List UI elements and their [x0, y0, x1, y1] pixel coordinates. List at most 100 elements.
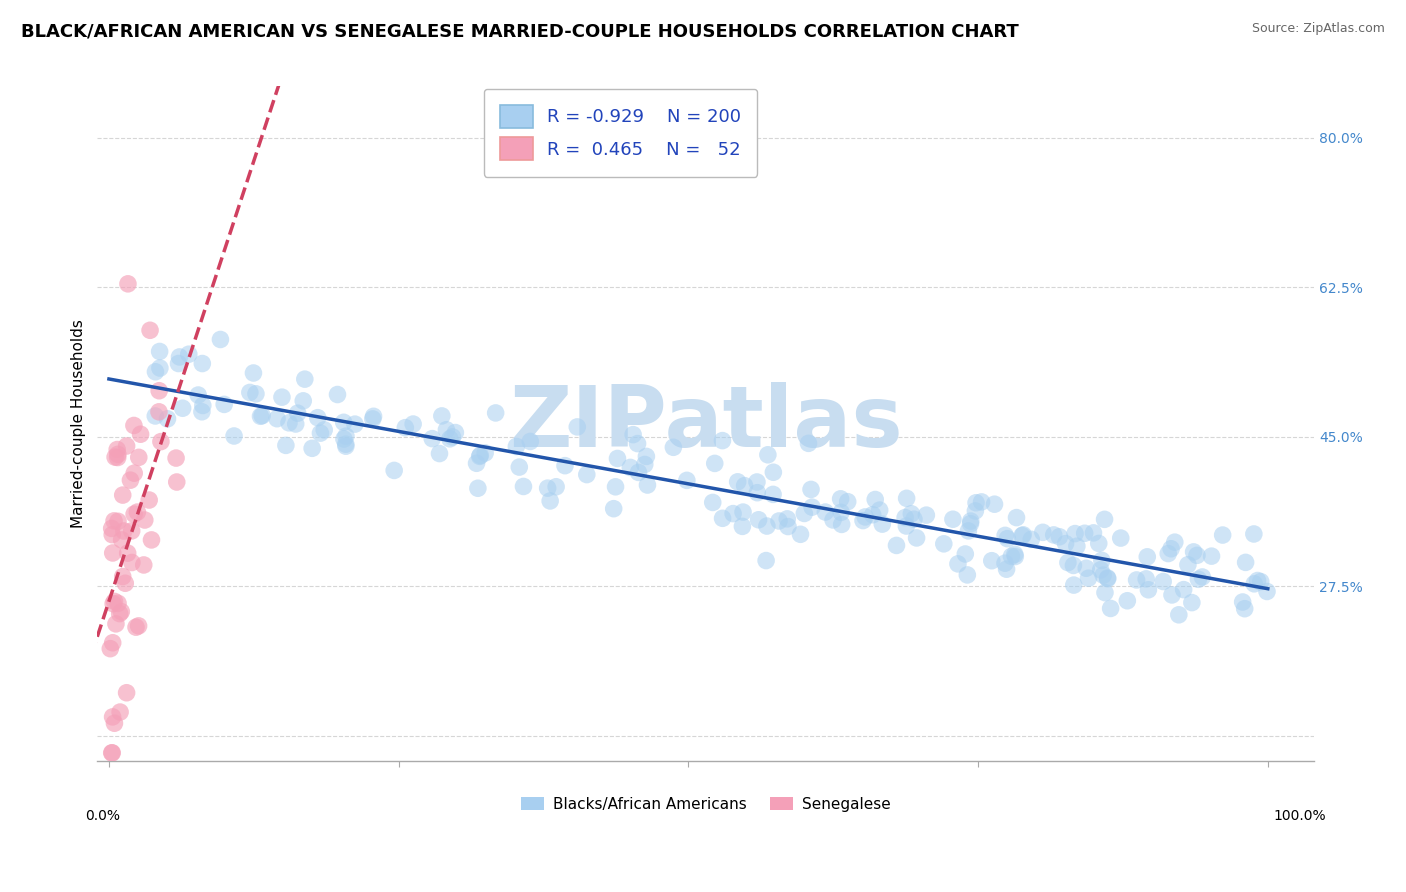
Point — [801, 500, 824, 515]
Point — [1191, 570, 1213, 584]
Point — [309, 426, 332, 441]
Point — [1077, 571, 1099, 585]
Point — [721, 507, 744, 521]
Point — [101, 527, 124, 541]
Point — [575, 467, 598, 482]
Point — [863, 492, 886, 507]
Point — [602, 501, 624, 516]
Point — [107, 450, 129, 465]
Point — [994, 528, 1017, 542]
Point — [1005, 510, 1028, 524]
Point — [212, 397, 235, 411]
Point — [1063, 578, 1085, 592]
Point — [1160, 541, 1182, 556]
Point — [107, 514, 129, 528]
Point — [128, 450, 150, 465]
Text: 100.0%: 100.0% — [1274, 809, 1326, 822]
Point — [1000, 549, 1022, 564]
Point — [903, 512, 925, 526]
Point — [333, 432, 356, 446]
Point — [100, 746, 122, 760]
Point — [292, 393, 315, 408]
Point — [467, 481, 489, 495]
Point — [335, 439, 357, 453]
Point — [1019, 533, 1042, 547]
Point — [1099, 601, 1122, 615]
Point — [1094, 512, 1116, 526]
Point — [470, 449, 492, 463]
Point — [429, 446, 451, 460]
Point — [436, 423, 458, 437]
Point — [139, 323, 162, 337]
Point — [959, 516, 981, 531]
Point — [537, 481, 560, 495]
Point — [1116, 593, 1139, 607]
Point — [731, 519, 754, 533]
Point — [363, 409, 385, 424]
Point — [332, 415, 354, 429]
Point — [1073, 526, 1095, 541]
Point — [702, 495, 724, 509]
Point — [797, 436, 820, 450]
Point — [335, 437, 357, 451]
Point — [862, 508, 884, 522]
Point — [748, 513, 770, 527]
Point — [474, 446, 496, 460]
Point — [745, 475, 768, 489]
Point — [141, 533, 163, 547]
Point — [852, 514, 875, 528]
Point — [627, 466, 650, 480]
Point — [1097, 572, 1119, 586]
Point — [636, 450, 658, 464]
Point — [905, 531, 928, 545]
Point — [1182, 545, 1205, 559]
Point — [294, 372, 316, 386]
Point — [711, 434, 734, 448]
Point — [505, 440, 527, 454]
Point — [776, 512, 799, 526]
Point — [239, 385, 262, 400]
Point — [512, 479, 534, 493]
Point — [156, 412, 179, 426]
Point — [166, 475, 188, 489]
Point — [1064, 526, 1087, 541]
Point — [402, 417, 425, 431]
Text: Source: ZipAtlas.com: Source: ZipAtlas.com — [1251, 22, 1385, 36]
Point — [127, 505, 149, 519]
Point — [1246, 574, 1268, 588]
Point — [983, 497, 1005, 511]
Point — [823, 513, 845, 527]
Point — [132, 558, 155, 572]
Point — [1066, 539, 1088, 553]
Point — [762, 465, 785, 479]
Point — [115, 439, 138, 453]
Point — [245, 386, 267, 401]
Point — [1173, 582, 1195, 597]
Point — [1087, 536, 1109, 550]
Point — [636, 478, 658, 492]
Point — [103, 514, 125, 528]
Point — [1137, 582, 1160, 597]
Point — [187, 388, 209, 402]
Point — [121, 556, 143, 570]
Point — [1233, 601, 1256, 615]
Point — [250, 409, 273, 423]
Point — [108, 607, 131, 621]
Point — [1076, 561, 1098, 575]
Point — [103, 716, 125, 731]
Point — [465, 456, 488, 470]
Point — [110, 605, 132, 619]
Point — [676, 474, 699, 488]
Point — [1011, 528, 1033, 542]
Point — [734, 478, 756, 492]
Point — [134, 513, 156, 527]
Point — [747, 485, 769, 500]
Point — [970, 495, 993, 509]
Point — [278, 416, 301, 430]
Point — [145, 365, 167, 379]
Point — [122, 418, 145, 433]
Point — [121, 524, 143, 538]
Point — [1157, 547, 1180, 561]
Point — [101, 746, 124, 760]
Point — [869, 503, 891, 517]
